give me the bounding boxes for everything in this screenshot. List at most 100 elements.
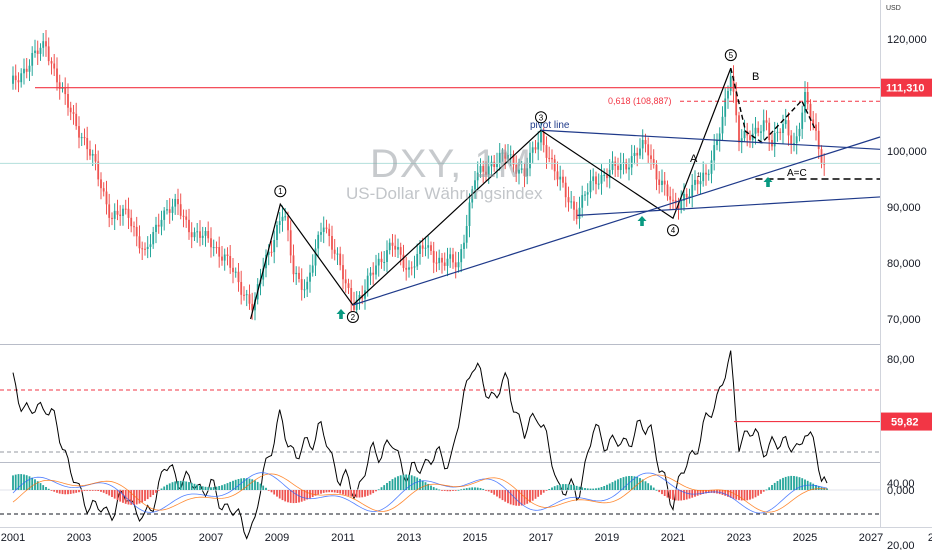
time-tick-label: 2003 bbox=[67, 532, 91, 544]
macd-histogram-bar bbox=[630, 476, 633, 490]
candle-body bbox=[575, 209, 578, 219]
candle-body bbox=[804, 92, 806, 113]
macd-histogram-bar bbox=[270, 490, 273, 493]
macd-histogram-bar bbox=[526, 490, 529, 504]
time-axis[interactable]: 2001 2003 2005 2007 2009 2011 2013 2015 2017 2019… bbox=[1, 532, 932, 544]
macd-histogram-bar bbox=[677, 490, 680, 501]
macd-histogram-bar bbox=[369, 490, 372, 495]
candle-body bbox=[17, 80, 20, 83]
macd-histogram-bar bbox=[166, 484, 168, 490]
candle-body bbox=[438, 257, 441, 264]
candle-body bbox=[47, 46, 50, 62]
macd-line bbox=[12, 472, 828, 514]
candle-body bbox=[179, 204, 182, 216]
macd-histogram-bar bbox=[380, 487, 383, 490]
candle-body bbox=[663, 180, 666, 185]
macd-histogram-bar bbox=[518, 490, 520, 506]
candle-body bbox=[273, 240, 276, 253]
price-axis[interactable]: 70,000 80,000 90,000 100,000 120,000 111,310 8… bbox=[881, 34, 932, 550]
macd-histogram-bar bbox=[320, 490, 322, 494]
candle-body bbox=[328, 228, 331, 236]
candle-body bbox=[592, 176, 595, 181]
candle-body bbox=[127, 208, 130, 218]
macd-histogram-bar bbox=[779, 479, 782, 490]
macd-histogram-bar bbox=[75, 490, 78, 493]
candle-body bbox=[108, 204, 111, 218]
macd-histogram-bar bbox=[652, 487, 655, 490]
candle-body bbox=[237, 271, 240, 283]
macd-histogram-bar bbox=[658, 490, 661, 493]
macd-histogram-bar bbox=[567, 484, 570, 490]
macd-histogram-bar bbox=[553, 486, 556, 490]
macd-histogram-bar bbox=[784, 476, 787, 490]
macd-histogram-bar bbox=[265, 487, 267, 490]
macd-histogram-bar bbox=[474, 487, 476, 490]
macd-histogram-bar bbox=[171, 482, 174, 490]
macd-histogram-bar bbox=[122, 490, 124, 503]
macd-histogram-bar bbox=[669, 490, 672, 499]
candle-body bbox=[685, 193, 688, 198]
macd-histogram-bar bbox=[531, 490, 534, 501]
macd-histogram-bar bbox=[548, 489, 551, 490]
macd-histogram-bar bbox=[551, 487, 553, 490]
time-tick-label: 2011 bbox=[331, 532, 355, 544]
signal-line bbox=[12, 473, 828, 513]
macd-histogram-bar bbox=[355, 490, 358, 498]
time-tick-label: 2025 bbox=[793, 532, 817, 544]
macd-histogram-bar bbox=[622, 477, 625, 490]
macd-histogram-bar bbox=[768, 487, 771, 490]
macd-histogram-bar bbox=[650, 485, 652, 490]
candle-body bbox=[584, 194, 586, 196]
candle-body bbox=[762, 120, 765, 132]
price-tick-label: 70,000 bbox=[887, 314, 921, 326]
macd-histogram-bar bbox=[185, 481, 188, 490]
candle-body bbox=[603, 174, 606, 176]
macd-histogram-bar bbox=[504, 490, 507, 502]
candle-body bbox=[226, 254, 229, 256]
macd-histogram-bar bbox=[366, 490, 369, 496]
candle-body bbox=[218, 247, 221, 257]
macd-histogram-bar bbox=[182, 481, 185, 490]
macd-histogram-bar bbox=[476, 487, 479, 490]
candle-body bbox=[199, 231, 201, 238]
macd-histogram-bar bbox=[614, 480, 617, 490]
macd-histogram-bar bbox=[287, 490, 289, 503]
macd-histogram-bar bbox=[757, 490, 760, 496]
time-tick-label: 2019 bbox=[595, 532, 619, 544]
macd-histogram-bar bbox=[740, 490, 743, 501]
candle-body bbox=[171, 206, 174, 213]
macd-histogram-bar bbox=[479, 488, 482, 490]
macd-histogram-bar bbox=[454, 490, 457, 491]
macd-histogram-bar bbox=[168, 483, 171, 490]
candle-body bbox=[680, 200, 683, 209]
candle-body bbox=[523, 168, 526, 177]
candle-body bbox=[306, 281, 309, 290]
macd-histogram-bar bbox=[328, 490, 331, 493]
candle-body bbox=[760, 131, 762, 133]
candle-body bbox=[427, 245, 430, 248]
macd-histogram-bar bbox=[14, 474, 17, 490]
macd-histogram-bar bbox=[155, 490, 157, 493]
macd-histogram-bar bbox=[463, 488, 465, 490]
candle-body bbox=[34, 50, 36, 53]
candle-body bbox=[322, 227, 325, 232]
candle-body bbox=[463, 242, 465, 249]
macd-histogram-bar bbox=[34, 479, 36, 490]
candle-body bbox=[223, 254, 226, 261]
macd-histogram-bar bbox=[267, 490, 270, 491]
macd-histogram-bar bbox=[223, 484, 226, 490]
candle-body bbox=[661, 180, 663, 185]
candle-body bbox=[465, 226, 468, 243]
macd-histogram-bar bbox=[397, 476, 399, 490]
macd-histogram-bar bbox=[606, 484, 608, 490]
macd-histogram-bar bbox=[729, 490, 732, 498]
macd-histogram-bar bbox=[234, 479, 237, 490]
candle-body bbox=[669, 196, 672, 200]
macd-histogram-bar bbox=[705, 490, 707, 494]
candle-body bbox=[699, 181, 702, 185]
macd-histogram-bar bbox=[578, 486, 581, 490]
macd-histogram-bar bbox=[361, 490, 364, 498]
macd-histogram-bar bbox=[262, 485, 265, 490]
macd-histogram-bar bbox=[210, 487, 212, 490]
macd-histogram-bar bbox=[507, 490, 509, 504]
